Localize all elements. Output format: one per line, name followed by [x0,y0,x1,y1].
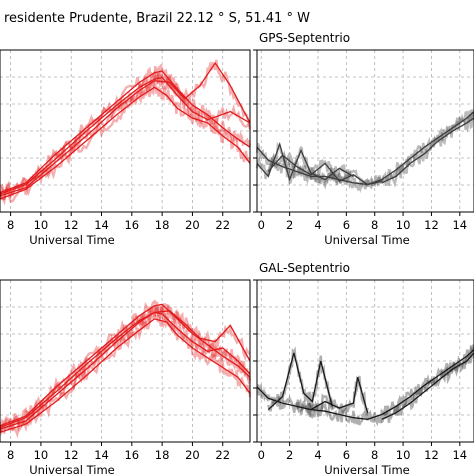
x-tick-label: 6 [343,448,350,462]
series-line-1 [0,303,251,427]
series-line-2 [256,141,354,182]
series-noise-3 [267,151,383,190]
x-tick-label: 8 [371,218,378,232]
x-tick-label: 18 [155,448,170,462]
x-tick-label: 0 [258,218,265,232]
series-line-3 [0,86,251,200]
x-tick-label: 8 [7,448,14,462]
x-tick-label: 8 [371,448,378,462]
series-line-4 [0,76,251,195]
x-tick-label: 10 [396,448,411,462]
series-noise-2 [0,304,251,435]
x-tick-label: 4 [314,448,321,462]
x-tick-label: 14 [452,448,467,462]
x-tick-label: 16 [124,448,139,462]
x-tick-label: 20 [185,218,200,232]
series-noise-1 [256,344,474,427]
subplot-title: GAL-Septentrio [259,261,350,275]
subplot-3: 8 10 12 14 16 18 20 22 Universal Time [0,279,252,474]
x-tick-label: 18 [155,218,170,232]
series-line-1 [0,70,251,194]
x-tick-label: 2 [286,448,293,462]
x-tick-label: 10 [34,218,49,232]
x-axis-label: Universal Time [29,463,115,474]
series-noise-4 [0,69,252,200]
x-tick-label: 12 [64,448,79,462]
series-noise-2 [267,346,334,412]
x-tick-label: 22 [215,218,230,232]
series-line-3 [0,318,251,433]
series-line-4 [381,352,474,420]
series-line-3 [267,154,382,186]
series-noise-4 [380,112,474,188]
x-tick-label: 20 [185,448,200,462]
series-line-1 [256,349,474,420]
x-tick-label: 12 [64,218,79,232]
x-tick-label: 6 [343,218,350,232]
series-line-4 [0,311,251,429]
x-tick-label: 12 [424,218,439,232]
x-tick-label: 0 [258,448,265,462]
x-tick-label: 10 [34,448,49,462]
x-tick-label: 8 [7,218,14,232]
x-tick-label: 16 [124,218,139,232]
x-tick-label: 4 [314,218,321,232]
series-line-4 [381,117,474,184]
series-line-3 [296,377,369,413]
x-axis-label: Universal Time [324,463,410,474]
x-tick-label: 22 [215,448,230,462]
series-line-2 [0,61,251,197]
subplot-title: GPS-Septentrio [259,31,350,45]
series-noise-1 [255,109,474,194]
axes-frame [0,279,251,443]
axes-frame [0,49,251,213]
subplot-1: 8 10 12 14 16 18 20 22 Universal Time [0,49,252,247]
series-noise-4 [0,306,252,433]
x-tick-label: 14 [452,218,467,232]
series-line-2 [267,352,333,411]
x-tick-label: 2 [286,218,293,232]
subplot-2: 0 2 4 6 8 10 12 14 Universal Time GPS-Septentrio [253,31,474,247]
subplot-4: 0 2 4 6 8 10 12 14 Universal Time GAL-Septentrio [253,261,474,474]
figure-suptitle: residente Prudente, Brazil 22.12 ° S, 51… [4,11,310,26]
x-tick-label: 10 [396,218,411,232]
series-noise-3 [0,80,252,204]
series-noise-4 [380,346,474,424]
x-axis-label: Universal Time [29,233,115,247]
x-axis-label: Universal Time [324,233,410,247]
x-tick-label: 12 [424,448,439,462]
series-noise-3 [0,310,252,439]
x-tick-label: 14 [94,448,109,462]
x-tick-label: 14 [94,218,109,232]
